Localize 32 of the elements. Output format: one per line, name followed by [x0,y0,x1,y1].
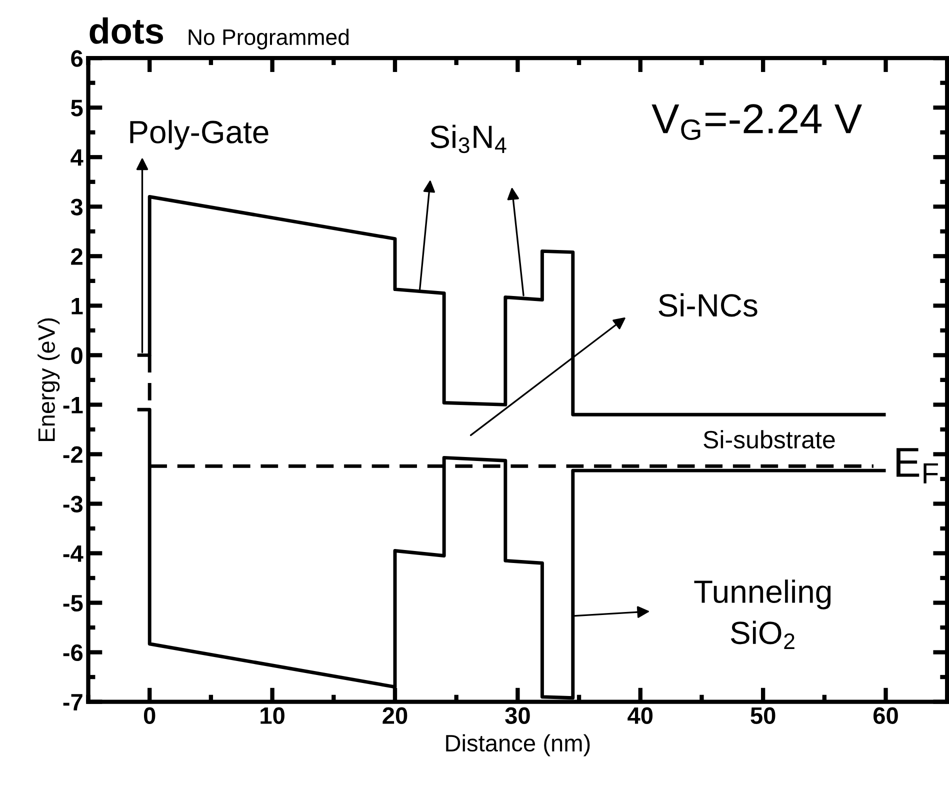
y-tick-label: 1 [72,298,83,314]
x-tick-label: 20 [382,707,408,724]
annotation: Tunneling SiO$_{2}$ [694,580,831,649]
y-tick-label: -7 [63,694,82,710]
y-tick-label: 5 [70,100,83,116]
annotation: Poly-Gate [130,120,268,150]
y-tick-label: -1 [63,397,83,414]
y-tick-label: -3 [63,496,83,513]
y-axis-title: Energy (eV) [38,318,60,441]
x-tick-label: 60 [873,707,898,724]
y-tick-label: -4 [63,546,84,562]
annotation: Si$_{3}$N$_{4}$ [430,124,506,154]
y-tick-label: -2 [63,446,82,463]
y-tick-label: -5 [63,595,83,612]
y-tick-label: 0 [71,347,82,364]
annotation: Si-substrate [704,430,835,449]
legend-label: E$_{F}$ [896,448,938,484]
chart-subtitle: No Programmed [188,28,349,50]
x-tick-label: 30 [505,707,530,724]
y-tick-label: -6 [63,644,83,662]
chart-title: dots [90,17,163,44]
x-tick-label: 10 [260,707,284,724]
y-tick-label: 6 [71,50,83,67]
annotation: V$_{G}$=-2.24 V [652,104,862,140]
x-axis-title: Distance (nm) [446,734,590,756]
annotation: Si-NCs [658,293,758,317]
x-tick-label: 0 [144,707,156,724]
y-tick-label: 4 [70,149,84,166]
y-tick-label: 3 [70,198,83,216]
x-tick-label: 50 [750,707,776,724]
x-tick-label: 40 [628,707,653,724]
y-tick-label: 2 [71,248,82,265]
